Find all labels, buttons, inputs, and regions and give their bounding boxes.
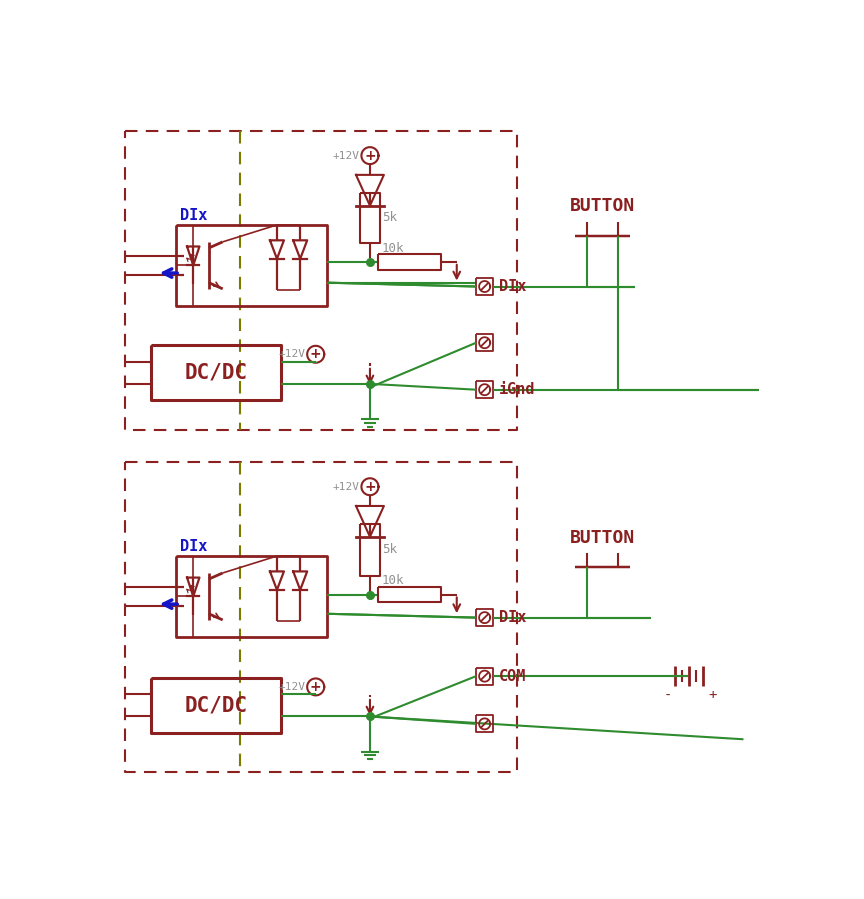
Text: +: + — [364, 148, 376, 163]
Text: iGnd: iGnd — [499, 382, 535, 397]
Text: +: + — [708, 689, 716, 702]
Text: 10k: 10k — [382, 242, 404, 254]
Text: DIx: DIx — [499, 610, 526, 625]
Text: +: + — [310, 347, 321, 361]
Text: COM: COM — [499, 669, 526, 683]
Text: DIx: DIx — [180, 209, 207, 223]
Text: +: + — [364, 480, 376, 494]
Text: DIx: DIx — [180, 539, 207, 555]
Text: 5k: 5k — [383, 211, 397, 224]
Text: 10k: 10k — [382, 574, 404, 587]
Text: +12V: +12V — [333, 482, 360, 492]
Text: BUTTON: BUTTON — [570, 529, 635, 547]
Text: DIx: DIx — [499, 279, 526, 294]
Text: +12V: +12V — [333, 151, 360, 161]
Text: +12V: +12V — [278, 682, 306, 692]
Text: +: + — [310, 680, 321, 694]
Text: DC/DC: DC/DC — [184, 696, 247, 716]
Text: +12V: +12V — [278, 350, 306, 360]
Text: 5k: 5k — [383, 543, 397, 556]
Text: DC/DC: DC/DC — [184, 363, 247, 383]
Text: BUTTON: BUTTON — [570, 198, 635, 216]
Text: -: - — [664, 689, 671, 702]
